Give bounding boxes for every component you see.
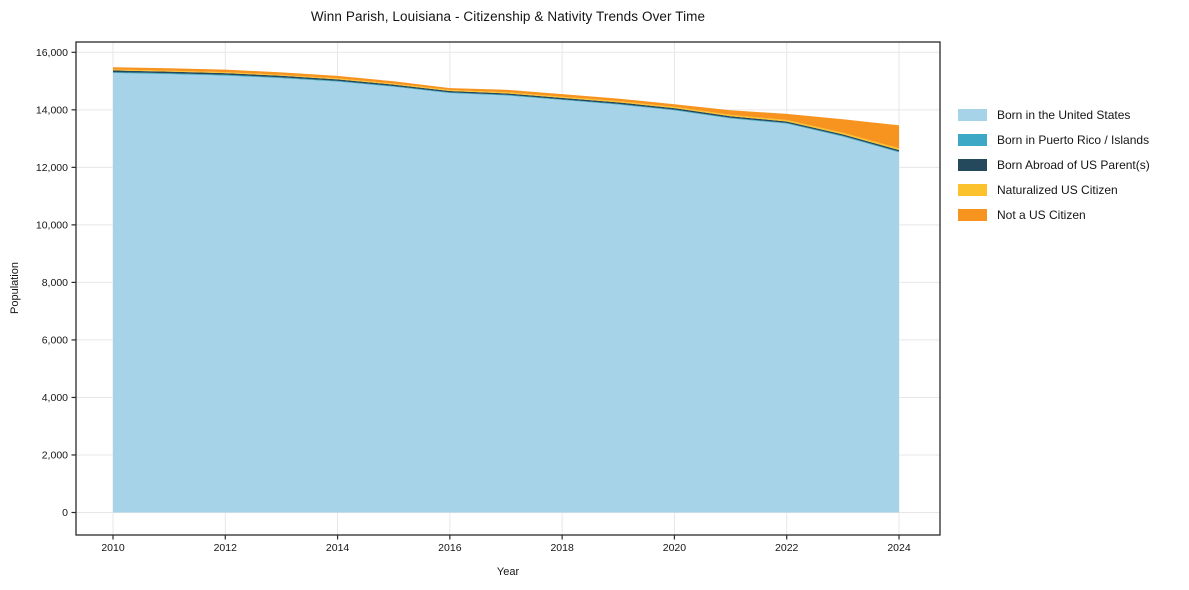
legend-swatch-2 — [958, 158, 987, 171]
legend-row-0: Born in the United States — [958, 102, 1150, 127]
legend-label-3: Naturalized US Citizen — [997, 182, 1118, 197]
legend-label-0: Born in the United States — [997, 107, 1131, 122]
y-tick-label: 6,000 — [42, 334, 68, 346]
y-tick-label: 10,000 — [36, 219, 68, 231]
legend: Born in the United States Born in Puerto … — [958, 102, 1150, 227]
x-tick-label: 2022 — [775, 542, 799, 554]
legend-swatch-0 — [958, 108, 987, 121]
legend-label-2: Born Abroad of US Parent(s) — [997, 157, 1150, 172]
y-tick-label: 12,000 — [36, 162, 68, 174]
y-tick-label: 2,000 — [42, 449, 68, 461]
legend-row-3: Naturalized US Citizen — [958, 177, 1150, 202]
legend-row-1: Born in Puerto Rico / Islands — [958, 127, 1150, 152]
y-tick-label: 8,000 — [42, 277, 68, 289]
chart-title: Winn Parish, Louisiana - Citizenship & N… — [310, 9, 706, 24]
x-tick-label: 2018 — [550, 542, 574, 554]
legend-swatch-4 — [958, 208, 987, 221]
x-tick-label: 2010 — [101, 542, 125, 554]
legend-row-2: Born Abroad of US Parent(s) — [958, 152, 1150, 177]
legend-row-4: Not a US Citizen — [958, 202, 1150, 227]
legend-label-1: Born in Puerto Rico / Islands — [997, 132, 1150, 147]
x-tick-label: 2016 — [438, 542, 462, 554]
legend-label-4: Not a US Citizen — [997, 207, 1086, 222]
x-tick-label: 2012 — [214, 542, 238, 554]
legend-swatch-1 — [958, 133, 987, 146]
y-tick-label: 4,000 — [42, 392, 68, 404]
y-tick-label: 16,000 — [36, 47, 68, 59]
x-tick-label: 2024 — [887, 542, 911, 554]
x-tick-label: 2014 — [326, 542, 350, 554]
y-tick-label: 14,000 — [36, 104, 68, 116]
y-tick-label: 0 — [62, 507, 68, 519]
plot-border — [75, 41, 941, 536]
area-series-0 — [113, 73, 899, 513]
x-tick-label: 2020 — [663, 542, 687, 554]
x-axis-label: Year — [496, 566, 520, 578]
legend-swatch-3 — [958, 183, 987, 196]
